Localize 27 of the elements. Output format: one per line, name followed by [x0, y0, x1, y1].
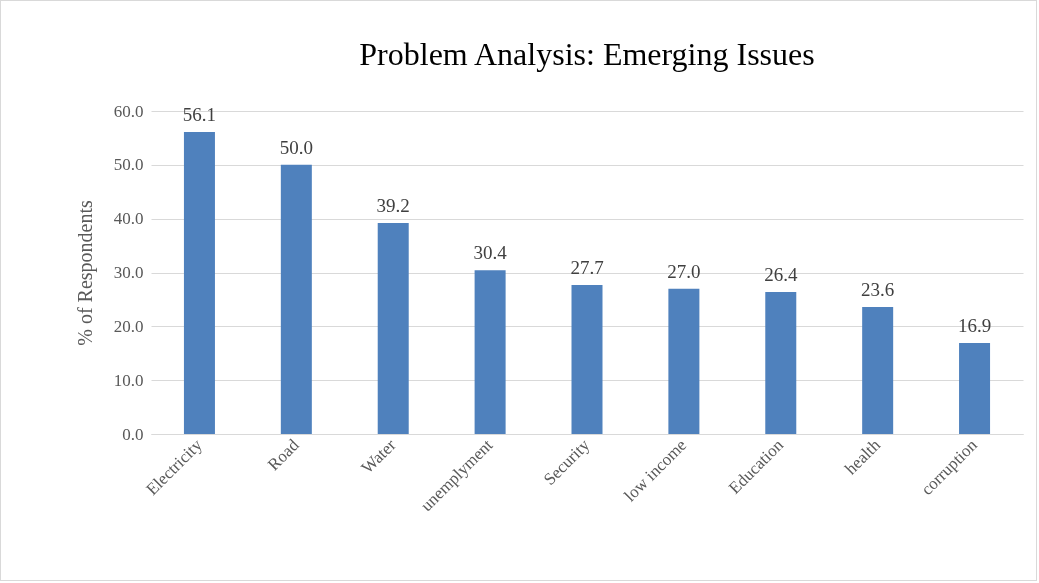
y-tick-label: 0.0 [122, 424, 144, 444]
bar [571, 284, 603, 434]
data-label: 23.6 [861, 278, 895, 300]
bar [862, 306, 894, 434]
bar [959, 343, 991, 434]
chart-title: Problem Analysis: Emerging Issues [359, 36, 815, 72]
y-tick-label: 30.0 [113, 263, 144, 282]
y-tick-label: 10.0 [113, 370, 144, 390]
data-label: 30.4 [473, 242, 508, 264]
y-axis-title: % of Respondents [73, 200, 97, 346]
bar [377, 222, 409, 434]
bar [280, 164, 312, 434]
y-tick-label: 40.0 [113, 209, 144, 229]
data-label: 39.2 [376, 194, 410, 216]
data-label: 27.0 [667, 260, 701, 282]
data-label: 27.7 [570, 256, 604, 278]
y-tick-label: 60.0 [113, 101, 144, 121]
data-label: 50.0 [279, 136, 313, 158]
y-tick-label: 20.0 [113, 316, 144, 336]
bar [183, 131, 215, 434]
data-label: 26.4 [764, 263, 798, 285]
bar [474, 270, 506, 434]
bar [668, 288, 700, 434]
bar [765, 291, 797, 434]
data-label: 56.1 [182, 104, 217, 125]
y-tick-label: 50.0 [113, 155, 144, 175]
data-label: 16.9 [957, 315, 992, 337]
